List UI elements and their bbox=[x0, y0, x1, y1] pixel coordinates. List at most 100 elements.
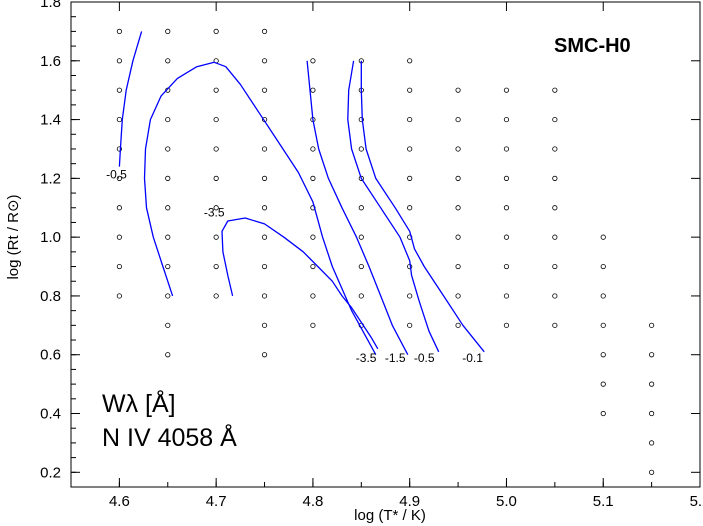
grid-point bbox=[552, 205, 558, 211]
grid-point bbox=[407, 116, 413, 123]
contour-label: -1.5 bbox=[385, 351, 406, 365]
grid-point bbox=[552, 116, 558, 123]
contour-line bbox=[347, 60, 440, 353]
grid-point bbox=[310, 175, 316, 181]
grid-point bbox=[455, 322, 461, 328]
grid-point bbox=[213, 263, 219, 270]
grid-point bbox=[552, 322, 558, 328]
grid-point bbox=[407, 87, 413, 93]
y-axis-title: log (Rt / R⊙) bbox=[5, 194, 22, 279]
grid-point bbox=[261, 234, 268, 240]
grid-point bbox=[213, 175, 219, 181]
grid-point bbox=[165, 293, 171, 299]
grid-point bbox=[116, 116, 122, 123]
grid-point bbox=[503, 293, 510, 299]
x-tick-label: 4.7 bbox=[206, 493, 227, 510]
grid-point bbox=[165, 146, 171, 152]
annotation-line2: N IV 4058 Å bbox=[102, 422, 237, 452]
grid-point bbox=[407, 322, 413, 328]
x-tick-label: 4.9 bbox=[399, 493, 420, 510]
grid-point bbox=[261, 205, 268, 211]
contour-line bbox=[306, 60, 409, 356]
contour-line bbox=[143, 61, 377, 356]
contour-line bbox=[221, 217, 379, 350]
grid-point bbox=[213, 87, 219, 93]
grid-point bbox=[649, 469, 655, 475]
grid-point bbox=[165, 263, 171, 270]
contour-line bbox=[118, 31, 143, 167]
grid-point bbox=[503, 322, 510, 328]
y-tick-label: 0.6 bbox=[40, 347, 61, 364]
grid-point bbox=[552, 263, 558, 270]
grid-point bbox=[261, 322, 268, 328]
grid-point bbox=[455, 205, 461, 211]
contour-label: -0.5 bbox=[106, 167, 127, 181]
grid-point bbox=[455, 87, 461, 93]
grid-point bbox=[503, 116, 510, 123]
grid-point bbox=[649, 352, 655, 358]
grid-point bbox=[165, 234, 171, 240]
grid-point bbox=[310, 146, 316, 152]
y-tick-label: 1.2 bbox=[40, 170, 61, 187]
grid-point bbox=[310, 322, 316, 328]
grid-point bbox=[261, 87, 268, 93]
grid-point bbox=[503, 234, 510, 240]
x-tick-label: 5.0 bbox=[496, 493, 517, 510]
y-tick-label: 1.4 bbox=[40, 112, 61, 129]
contour-line bbox=[360, 60, 485, 353]
grid-point bbox=[358, 234, 364, 240]
y-tick-label: 0.2 bbox=[40, 464, 61, 481]
grid-point bbox=[552, 234, 558, 240]
grid-point bbox=[407, 293, 413, 299]
grid-point bbox=[600, 234, 606, 240]
grid-point bbox=[503, 263, 510, 270]
grid-point bbox=[407, 146, 413, 152]
grid-point bbox=[600, 322, 606, 328]
grid-point bbox=[116, 234, 122, 240]
contour-label: -0.1 bbox=[462, 351, 483, 365]
grid-point bbox=[165, 322, 171, 328]
grid-point bbox=[165, 116, 171, 123]
grid-point bbox=[600, 410, 606, 417]
grid-point bbox=[503, 87, 510, 93]
grid-point bbox=[552, 175, 558, 181]
contour-label: -0.5 bbox=[414, 351, 435, 365]
grid-point bbox=[358, 263, 364, 270]
contour-label: -3.5 bbox=[204, 206, 225, 220]
grid-point bbox=[213, 234, 219, 240]
grid-point bbox=[649, 322, 655, 328]
grid-point bbox=[261, 58, 268, 64]
grid-point bbox=[455, 116, 461, 123]
grid-point bbox=[358, 146, 364, 152]
grid-point bbox=[455, 293, 461, 299]
contour-lines bbox=[118, 31, 485, 356]
x-tick-label: 4.6 bbox=[109, 493, 130, 510]
grid-point bbox=[261, 175, 268, 181]
grid-point bbox=[310, 263, 316, 270]
grid-point bbox=[116, 205, 122, 211]
grid-point bbox=[358, 205, 364, 211]
grid-point bbox=[213, 28, 219, 34]
annotation-line1: Wλ [Å] bbox=[102, 388, 176, 418]
contour-labels: -0.5 -3.5 -3.5 -1.5 -0.5 -0.1 bbox=[106, 167, 483, 365]
grid-point bbox=[261, 352, 268, 358]
grid-point bbox=[600, 352, 606, 358]
grid-point bbox=[165, 28, 171, 34]
grid-point bbox=[552, 293, 558, 299]
grid-point bbox=[407, 58, 413, 64]
grid-point bbox=[213, 146, 219, 152]
grid-point bbox=[358, 293, 364, 299]
grid-point bbox=[310, 87, 316, 93]
x-tick-label: 4.8 bbox=[302, 493, 323, 510]
grid-point bbox=[261, 28, 268, 34]
grid-point bbox=[455, 234, 461, 240]
grid-point bbox=[552, 146, 558, 152]
grid-point bbox=[649, 440, 655, 446]
y-tick-label: 1.0 bbox=[40, 229, 61, 246]
grid-point bbox=[116, 175, 122, 181]
y-tick-label: 0.8 bbox=[40, 288, 61, 305]
tick-labels: 4.6 4.7 4.8 4.9 5.0 5.1 5.2 0.2 0.4 0.6 0.8 1.0 1.2 1… bbox=[40, 0, 703, 510]
grid-point bbox=[310, 58, 316, 64]
grid-point bbox=[552, 87, 558, 93]
